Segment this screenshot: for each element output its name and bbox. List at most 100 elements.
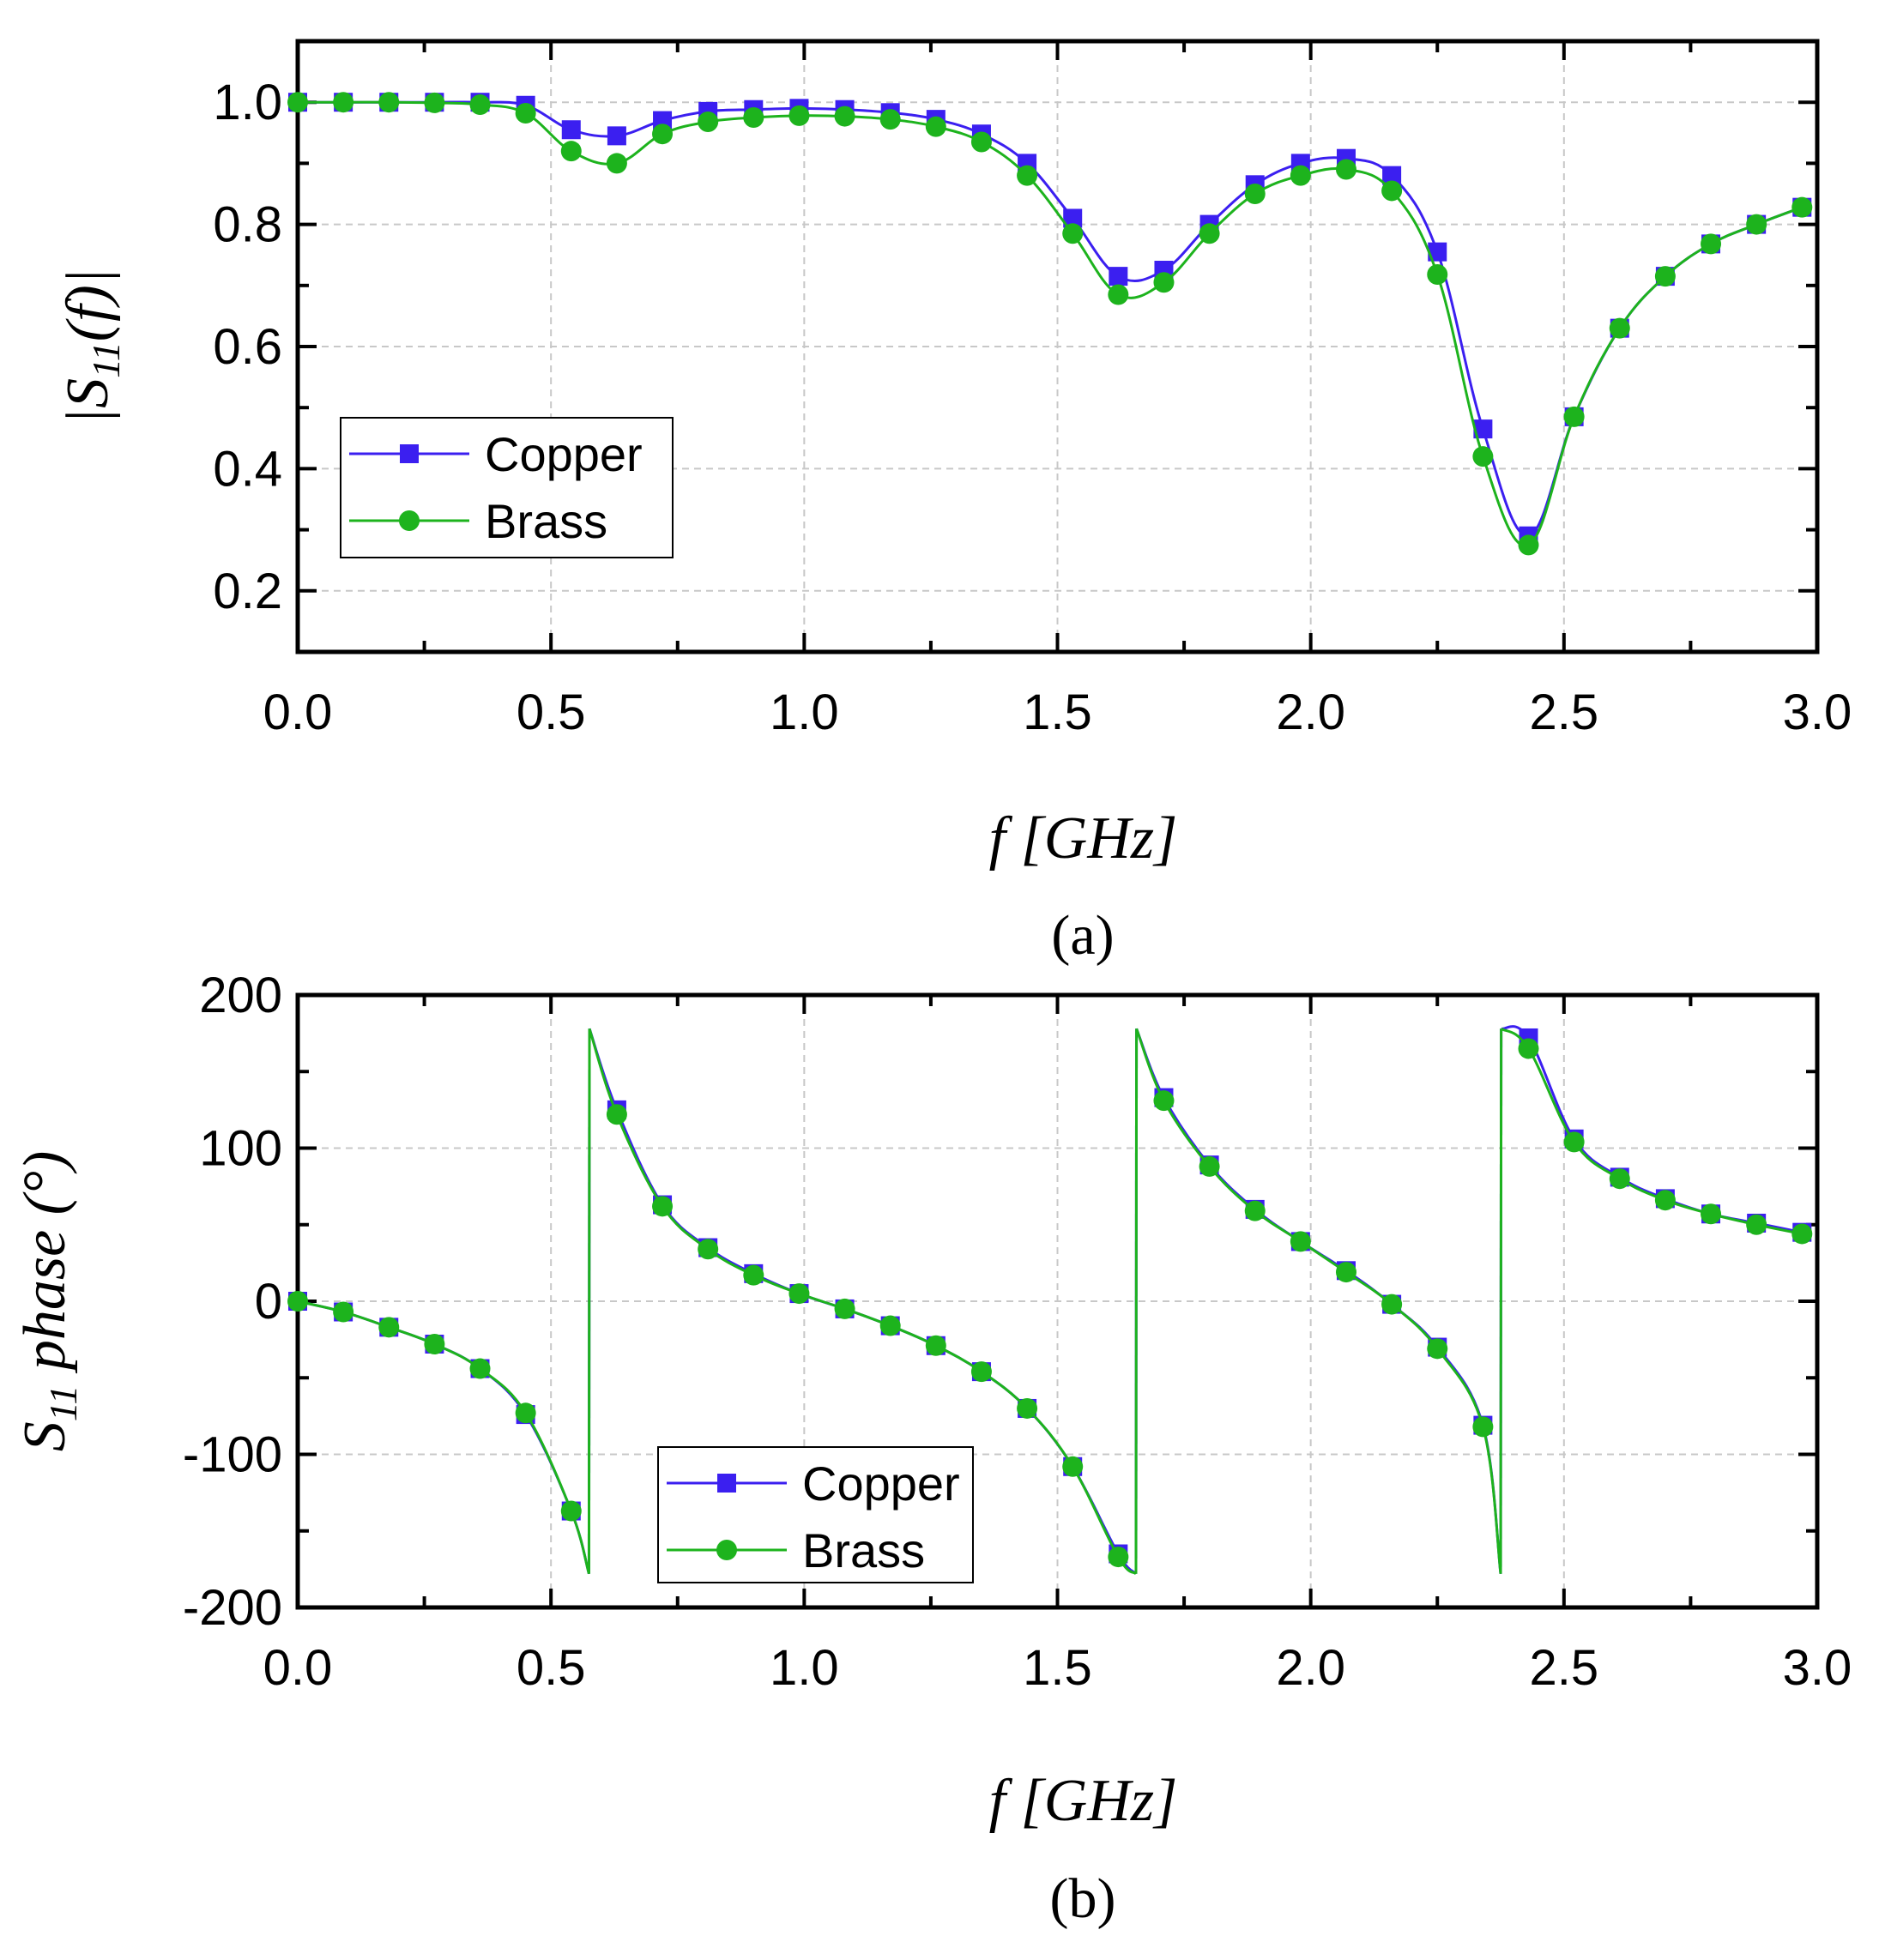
y-tick-label: 1.0 <box>213 75 282 130</box>
data-point-brass <box>1381 180 1403 202</box>
data-point-brass <box>378 1317 400 1338</box>
data-point-brass <box>424 1333 445 1354</box>
x-tick-label: 2.0 <box>1276 684 1345 740</box>
legend-box <box>340 417 674 558</box>
x-tick-label: 2.5 <box>1530 684 1599 740</box>
y-axis-title: S11 phase (°) <box>12 1151 85 1452</box>
x-tick-label: 2.5 <box>1530 1640 1599 1696</box>
data-point-brass <box>743 107 764 128</box>
data-point-brass <box>560 141 582 162</box>
series-line-copper <box>1501 1025 1803 1234</box>
data-point-brass <box>1427 263 1448 285</box>
data-point-brass <box>1518 1038 1539 1059</box>
legend-label-brass: Brass <box>485 494 607 548</box>
data-point-brass <box>925 1335 946 1356</box>
data-point-brass <box>1563 1131 1585 1153</box>
data-point-brass <box>743 1264 764 1286</box>
y-tick-label: 0.2 <box>213 564 282 619</box>
data-point-brass <box>1017 165 1038 186</box>
x-tick-label: 2.0 <box>1276 1640 1345 1696</box>
data-point-brass <box>333 92 354 113</box>
legend: Copper Brass <box>340 417 674 558</box>
data-point-brass <box>515 1402 536 1424</box>
data-point-brass <box>1381 1294 1403 1315</box>
y-tick-label: 0.6 <box>213 319 282 375</box>
series-copper <box>288 1025 1812 1575</box>
x-axis-title: f [GHz] <box>989 805 1178 871</box>
data-point-brass <box>970 131 992 153</box>
data-point-brass <box>1701 233 1722 255</box>
data-point-brass <box>1244 1200 1266 1221</box>
data-point-brass <box>1472 446 1494 467</box>
data-point-brass <box>834 106 855 127</box>
data-point-brass <box>1654 1190 1676 1211</box>
data-point-brass <box>1199 1155 1220 1177</box>
data-point-brass <box>788 1283 810 1305</box>
data-point-brass <box>1062 223 1084 244</box>
data-point-brass <box>1335 159 1356 180</box>
data-point-brass <box>1654 266 1676 287</box>
y-tick-label: 200 <box>199 968 282 1023</box>
x-tick-label: 3.0 <box>1783 1640 1852 1696</box>
data-point-copper <box>1428 242 1447 262</box>
data-point-brass <box>1791 1223 1813 1245</box>
data-point-brass <box>1244 184 1266 204</box>
x-axis-title: f [GHz] <box>989 1768 1178 1834</box>
data-point-brass <box>606 1104 627 1125</box>
data-point-brass <box>1335 1262 1356 1283</box>
legend-label-copper: Copper <box>485 427 643 481</box>
x-tick-label: 0.5 <box>517 684 586 740</box>
data-point-brass <box>1017 1397 1038 1419</box>
data-point-copper <box>1473 419 1493 439</box>
legend-marker-copper <box>717 1474 736 1493</box>
data-point-brass <box>879 109 901 130</box>
data-point-brass <box>1746 214 1767 235</box>
y-tick-label: 100 <box>199 1121 282 1177</box>
data-point-brass <box>606 153 627 174</box>
y-tick-label: 0.8 <box>213 197 282 253</box>
data-point-brass <box>424 92 445 113</box>
data-point-brass <box>1153 272 1175 293</box>
x-tick-label: 0.0 <box>263 1640 333 1696</box>
panel-b-caption: (b) <box>1050 1867 1116 1930</box>
x-tick-label: 0.0 <box>263 684 333 740</box>
x-tick-label: 1.5 <box>1023 1640 1092 1696</box>
x-tick-label: 3.0 <box>1783 684 1852 740</box>
data-point-brass <box>1609 1168 1630 1190</box>
data-point-copper <box>1382 166 1402 185</box>
panel-a-caption: (a) <box>1051 904 1114 967</box>
data-point-brass <box>1062 1456 1084 1477</box>
data-point-brass <box>1701 1203 1722 1225</box>
data-point-copper <box>561 120 581 140</box>
data-point-brass <box>1746 1214 1767 1235</box>
legend-marker-brass <box>399 510 420 531</box>
legend: Copper Brass <box>657 1446 974 1583</box>
legend-label-copper: Copper <box>802 1456 960 1511</box>
data-point-brass <box>1563 406 1585 427</box>
x-tick-label: 0.5 <box>517 1640 586 1696</box>
y-tick-label: -100 <box>183 1427 282 1483</box>
data-point-brass <box>1199 223 1220 244</box>
data-point-brass <box>1290 165 1311 186</box>
data-point-brass <box>1290 1231 1311 1252</box>
y-tick-label: -200 <box>183 1580 282 1636</box>
series-line-brass <box>1500 1027 1803 1235</box>
data-point-brass <box>1791 196 1813 218</box>
series-brass <box>287 1027 1813 1575</box>
x-tick-label: 1.5 <box>1023 684 1092 740</box>
legend-marker-brass <box>716 1540 737 1560</box>
series-brass <box>287 92 1813 556</box>
data-point-brass <box>378 92 400 113</box>
data-point-brass <box>1609 317 1630 339</box>
data-point-brass <box>652 124 674 145</box>
data-point-brass <box>1153 1090 1175 1112</box>
data-point-brass <box>469 1358 491 1379</box>
y-tick-label: 0 <box>255 1274 282 1330</box>
data-point-brass <box>652 1196 674 1217</box>
data-point-brass <box>287 92 308 113</box>
data-point-brass <box>970 1361 992 1383</box>
data-point-brass <box>1427 1338 1448 1360</box>
phase-wrap-line <box>1134 1028 1139 1574</box>
data-point-brass <box>1472 1416 1494 1438</box>
